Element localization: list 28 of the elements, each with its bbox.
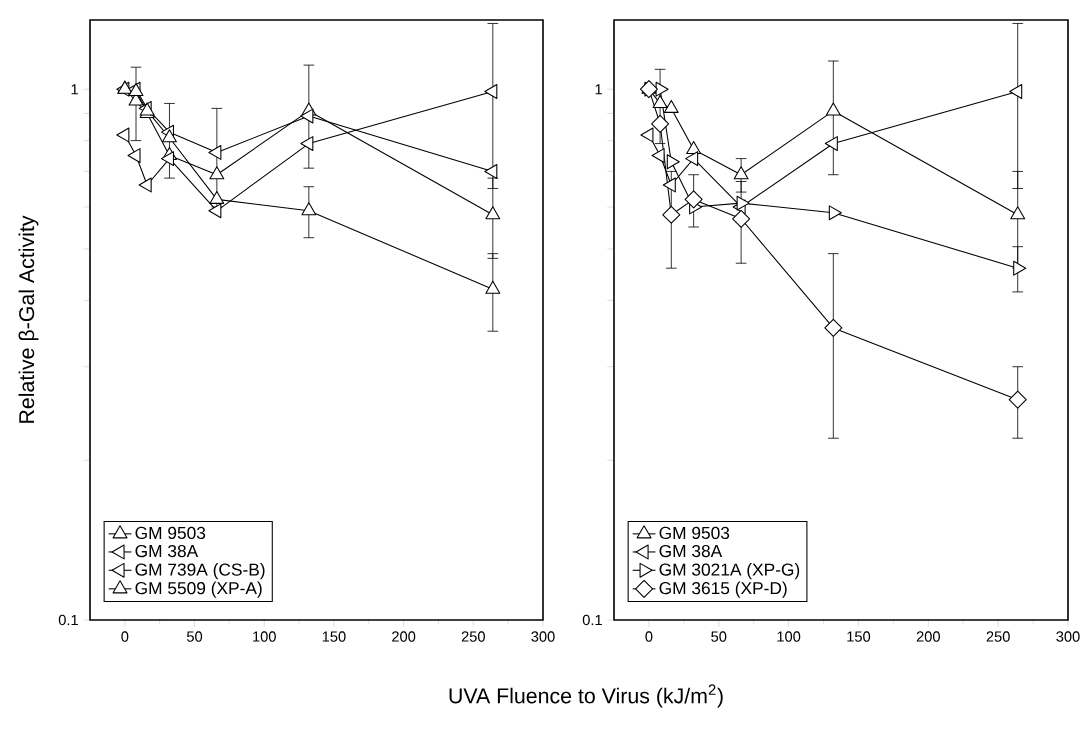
x-tick-label: 300: [1056, 631, 1080, 642]
legend-label: GM 3021A (XP-G): [659, 563, 800, 580]
legend-label: GM 9503: [135, 526, 206, 540]
x-tick-label: 50: [711, 631, 727, 642]
x-tick-label: 250: [986, 631, 1010, 642]
x-tick-label: 100: [777, 631, 801, 642]
x-tick-label: 200: [916, 631, 940, 642]
legend-label: GM 38A: [659, 544, 723, 558]
legend-label: GM 739A (CS-B): [135, 563, 265, 580]
x-tick-label: 250: [461, 631, 485, 642]
y-tick-label: 1: [71, 84, 78, 95]
x-tick-label: 0: [645, 631, 653, 642]
x-tick-label: 50: [186, 631, 203, 642]
legend-label: GM 38A: [135, 544, 199, 558]
y-axis-title: Relative β-Gal Activity: [18, 215, 39, 423]
x-tick-label: 150: [847, 631, 871, 642]
x-tick-label: 150: [322, 631, 346, 642]
x-tick-label: 200: [392, 631, 416, 642]
x-tick-label: 100: [253, 631, 276, 642]
y-tick-label: 1: [595, 84, 602, 95]
y-tick-label: 0.1: [582, 614, 602, 626]
legend-label: GM 5509 (XP-A): [135, 581, 262, 598]
legend-label: GM 3615 (XP-D): [659, 581, 787, 598]
x-tick-label: 0: [121, 631, 129, 642]
x-axis-title: UVA Fluence to Virus (kJ/m$^{2}$): [449, 684, 723, 708]
legend-label: GM 9503: [659, 526, 730, 540]
y-tick-label: 0.1: [58, 614, 78, 626]
x-tick-label: 300: [531, 631, 555, 642]
